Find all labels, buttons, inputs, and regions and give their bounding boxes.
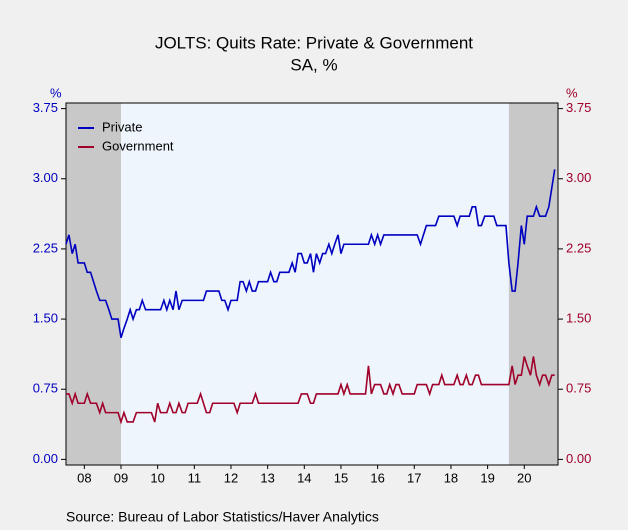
x-tick-label: 09 — [114, 470, 128, 485]
chart-subtitle: SA, % — [290, 55, 337, 74]
series-line — [65, 169, 556, 339]
legend-label: Government — [102, 138, 174, 153]
x-tick-label: 14 — [297, 470, 311, 485]
y2-tick-label: 0.75 — [566, 381, 591, 396]
y2-tick-label: 2.25 — [566, 240, 591, 255]
legend-label: Private — [102, 119, 142, 134]
x-tick-label: 15 — [334, 470, 348, 485]
plot-area — [66, 103, 558, 465]
y-tick-label: 3.00 — [33, 170, 58, 185]
y-tick-label: 3.75 — [33, 100, 58, 115]
y-axis-unit: % — [50, 85, 62, 100]
y2-tick-label: 3.75 — [566, 100, 591, 115]
x-tick-label: 12 — [224, 470, 238, 485]
series-line — [66, 356, 555, 425]
x-tick-label: 19 — [480, 470, 494, 485]
x-tick-label: 17 — [407, 470, 421, 485]
x-tick-label: 11 — [188, 470, 202, 485]
y2-tick-label: 0.00 — [566, 451, 591, 466]
plot-border — [65, 102, 559, 466]
chart-title: JOLTS: Quits Rate: Private & Government — [155, 33, 473, 52]
x-tick-label: 10 — [150, 470, 164, 485]
x-tick-label: 08 — [77, 470, 91, 485]
y2-axis-unit: % — [566, 85, 578, 100]
x-tick-label: 13 — [260, 470, 274, 485]
y-tick-label: 0.00 — [33, 451, 58, 466]
x-tick-label: 20 — [517, 470, 531, 485]
recession-shade — [508, 103, 558, 465]
y2-tick-label: 1.50 — [566, 311, 591, 326]
x-tick-label: 18 — [444, 470, 458, 485]
source-note: Source: Bureau of Labor Statistics/Haver… — [66, 509, 379, 525]
x-tick-label: 16 — [370, 470, 384, 485]
y2-tick-label: 3.00 — [566, 170, 591, 185]
y-tick-label: 0.75 — [33, 381, 58, 396]
y-tick-label: 1.50 — [33, 311, 58, 326]
y-tick-label: 2.25 — [33, 240, 58, 255]
